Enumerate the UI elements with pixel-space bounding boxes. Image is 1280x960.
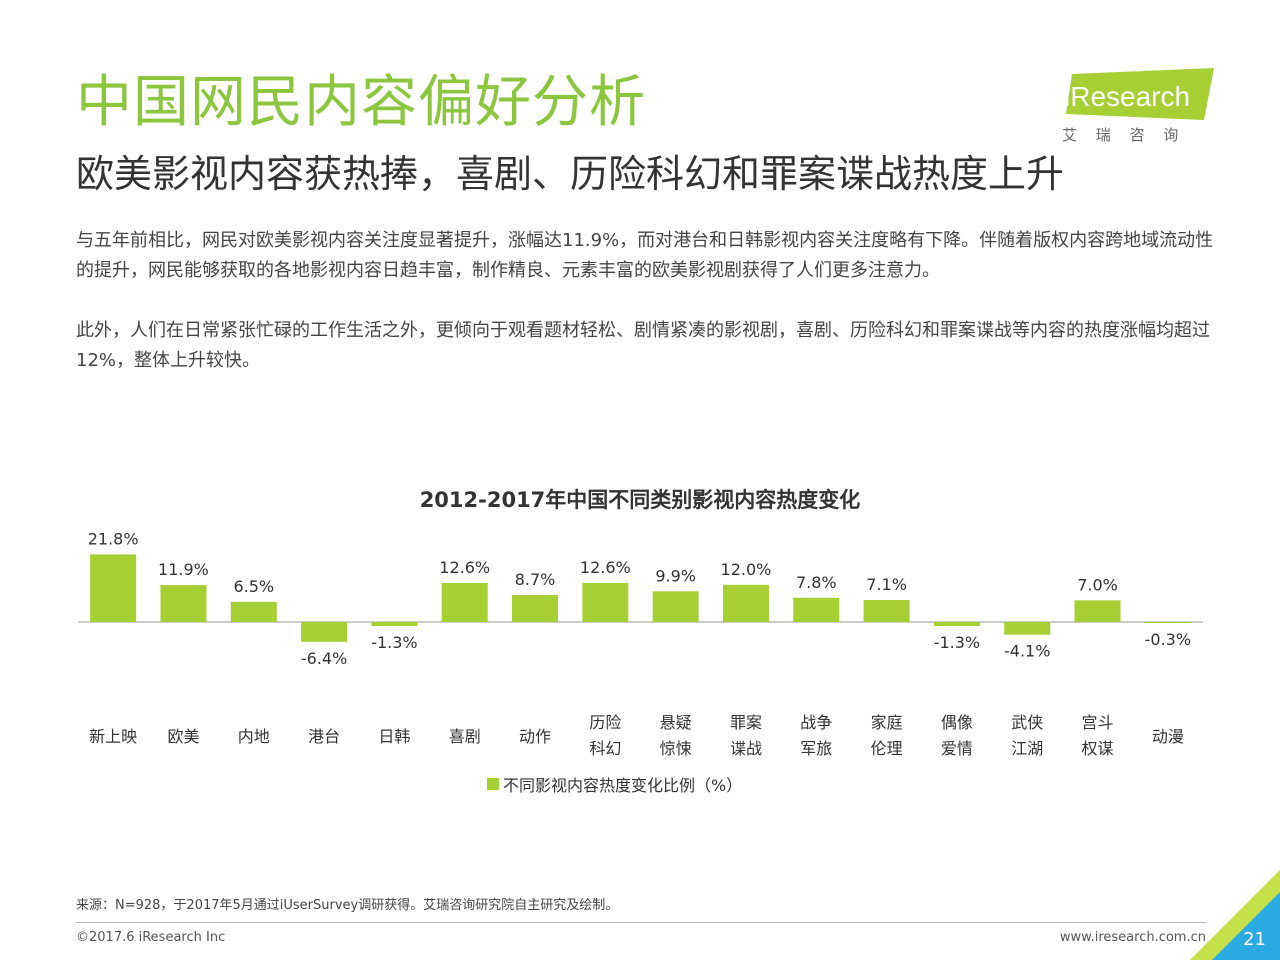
bar [441, 582, 488, 622]
category-label: 江湖 [1011, 739, 1043, 758]
bar [722, 584, 769, 622]
legend-label: 不同影视内容热度变化比例（%） [503, 776, 743, 795]
logo-brand-text: iResearch [1064, 81, 1190, 112]
bar [1004, 622, 1051, 635]
data-label: -1.3% [371, 633, 417, 652]
page-subtitle: 欧美影视内容获热捧，喜剧、历险科幻和罪案谍战热度上升 [76, 152, 1065, 196]
category-label: 罪案 [730, 713, 762, 732]
bar [933, 622, 980, 627]
bar-chart: 21.8% 新上映 11.9% 欧美 6.5% 内地 -6.4% 港台 -1.3% 日韩 12.6%… [78, 529, 1203, 758]
data-label: 21.8% [88, 529, 139, 548]
bar [1144, 622, 1191, 623]
bar [301, 622, 348, 642]
category-label: 动作 [519, 727, 551, 746]
category-label: 伦理 [871, 739, 903, 758]
iresearch-logo-graphic: iResearch [1064, 68, 1214, 120]
category-label: 军旅 [800, 739, 832, 758]
data-label: 12.0% [721, 560, 772, 579]
category-label: 武侠 [1011, 713, 1043, 732]
bar [90, 554, 137, 622]
page-title: 中国网民内容偏好分析 [76, 70, 646, 135]
legend-swatch [487, 778, 499, 790]
category-label: 动漫 [1152, 727, 1184, 746]
data-label: 11.9% [158, 560, 209, 579]
category-label: 爱情 [941, 739, 973, 758]
category-label: 悬疑 [660, 713, 692, 732]
source-note: 来源：N=928，于2017年5月通过iUserSurvey调研获得。艾瑞咨询研… [76, 898, 619, 913]
data-label: -1.3% [934, 633, 980, 652]
category-label: 权谋 [1082, 739, 1114, 758]
category-label: 惊悚 [660, 739, 692, 758]
category-label: 历险 [589, 713, 621, 732]
corner-decoration [1190, 870, 1280, 960]
category-label: 宫斗 [1082, 713, 1114, 732]
category-label: 科幻 [589, 739, 621, 758]
bar [652, 591, 699, 622]
footer-divider [76, 922, 1206, 923]
data-label: 9.9% [655, 566, 696, 585]
data-label: 7.0% [1077, 575, 1118, 594]
bar [371, 622, 418, 627]
category-label: 港台 [308, 727, 340, 746]
website-text: www.iresearch.com.cn [1059, 930, 1206, 945]
data-label: 7.1% [866, 575, 907, 594]
bar [863, 599, 910, 622]
body-paragraph-2: 此外，人们在日常紧张忙碌的工作生活之外，更倾向于观看题材轻松、剧情紧凑的影视剧，… [76, 320, 1210, 371]
category-label: 喜剧 [449, 727, 481, 746]
chart-legend: 不同影视内容热度变化比例（%） [487, 772, 742, 796]
data-label: 12.6% [580, 558, 631, 577]
brand-logo: iResearch 艾 瑞 咨 询 [1058, 68, 1218, 148]
category-label: 日韩 [378, 727, 410, 746]
bar [512, 595, 559, 622]
category-label: 家庭 [871, 713, 903, 732]
category-label: 内地 [238, 727, 270, 746]
bar [582, 582, 629, 622]
data-label: 7.8% [796, 573, 837, 592]
page-number: 21 [1243, 929, 1266, 950]
category-label: 谍战 [730, 739, 762, 758]
bar [793, 597, 840, 622]
copyright-text: ©2017.6 iResearch Inc [76, 930, 226, 945]
bar [1074, 600, 1121, 622]
data-label: -6.4% [301, 649, 347, 668]
logo-subtext: 艾 瑞 咨 询 [1062, 126, 1186, 144]
chart-title: 2012-2017年中国不同类别影视内容热度变化 [419, 488, 861, 512]
body-paragraph-1: 与五年前相比，网民对欧美影视内容关注度显著提升，涨幅达11.9%，而对港台和日韩… [76, 230, 1214, 281]
category-label: 新上映 [89, 727, 137, 746]
category-label: 偶像 [941, 713, 973, 732]
data-label: -4.1% [1004, 642, 1050, 661]
data-label: 6.5% [233, 577, 274, 596]
bar [230, 601, 277, 622]
bar [160, 585, 207, 622]
data-label: -0.3% [1145, 630, 1191, 649]
category-label: 战争 [800, 713, 832, 732]
data-label: 8.7% [515, 570, 556, 589]
data-label: 12.6% [439, 558, 490, 577]
category-label: 欧美 [167, 727, 199, 746]
